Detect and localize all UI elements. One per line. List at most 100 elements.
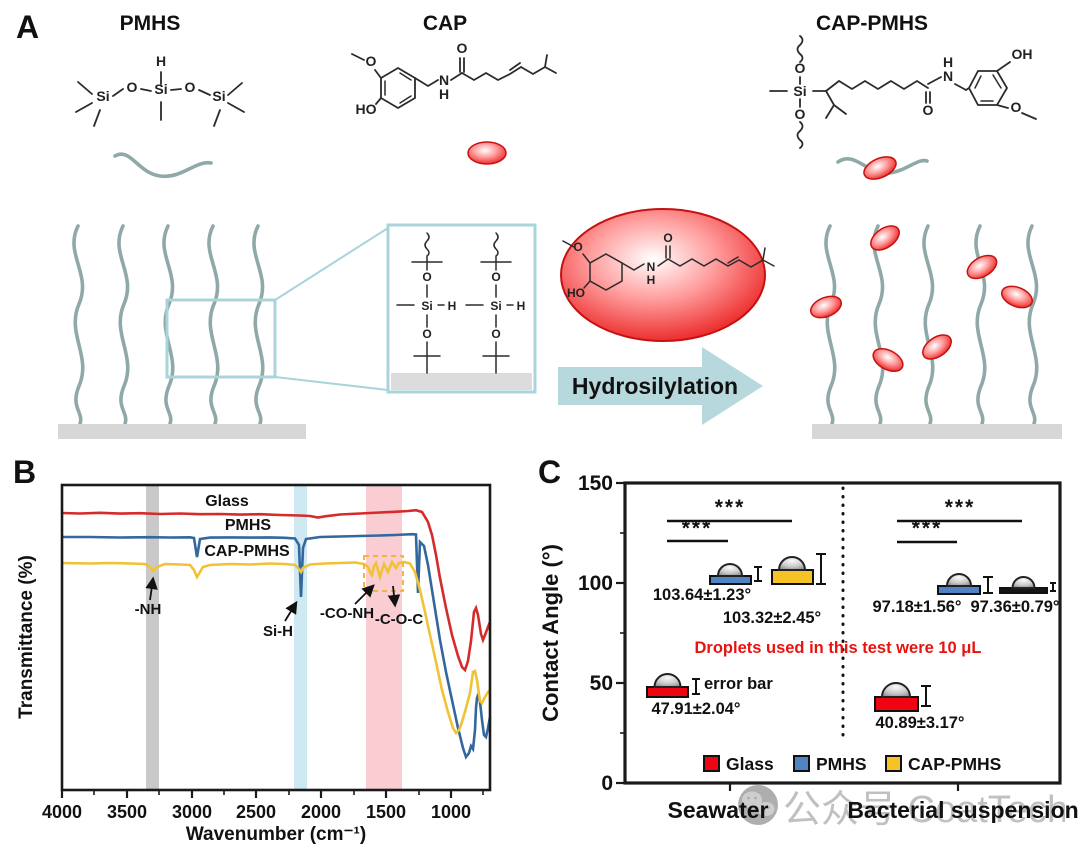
droplet-icon (777, 556, 807, 571)
curve-label-pmhs: PMHS (225, 517, 272, 534)
zoom-repeat-unit-1: O Si H O (396, 232, 457, 374)
legend-swatch-pmhs (793, 755, 810, 772)
droplet-volume-note: Droplets used in this test were 10 μL (694, 639, 981, 657)
pmhs-atom-o2: O (185, 79, 196, 95)
substrate-right (812, 424, 1062, 439)
cap-atom-o-methoxy: O (366, 53, 377, 69)
cap-pmhs-atom-o-methoxy: O (1011, 99, 1022, 115)
zoom1-atom-o-bottom: O (422, 327, 431, 341)
panel-a-label: A (16, 9, 39, 45)
curve-glass (61, 508, 492, 673)
cap-pmhs-atom-si: Si (793, 83, 806, 99)
cap-pmhs-brush-right (809, 224, 1062, 439)
mini-cap-n: N (647, 260, 656, 274)
hydrosilylation-arrow: Hydrosilylation (558, 347, 763, 425)
substrate-left (58, 424, 306, 439)
curve-pmhs (62, 532, 492, 760)
cap-atom-ho: HO (356, 101, 377, 117)
datapoint-seawater-cap-pmhs: 103.32±2.45° (723, 553, 826, 627)
significance-seawater: *** *** (667, 496, 792, 543)
svg-text:0: 0 (601, 772, 613, 795)
zoom1-atom-o-top: O (422, 270, 431, 284)
grafted-cap-ovals (809, 225, 1034, 373)
annotation-co-nh: -CO-NH (320, 584, 375, 622)
datapoint-bacterial-pmhs: 97.18±1.56° (872, 573, 993, 616)
mini-cap-o: O (573, 240, 582, 254)
group-label-bacterial: Bacterial suspension (847, 797, 1078, 823)
mini-cap-ho: HO (567, 286, 585, 300)
svg-text:2000: 2000 (301, 802, 341, 822)
datapoint-seawater-glass: 47.91±2.04° (646, 673, 741, 718)
zoom1-atom-h: H (448, 299, 457, 313)
cap-pmhs-atom-oh: OH (1012, 46, 1033, 62)
droplet-icon (880, 682, 912, 698)
cap-pmhs-atom-o-top: O (795, 60, 806, 76)
pmhs-chain-wave (113, 152, 213, 178)
x-axis-ticks-c (728, 783, 960, 791)
datapoint-bacterial-glass: 40.89±3.17° (874, 682, 965, 732)
group-label-seawater: Seawater (667, 797, 768, 823)
svg-text:4000: 4000 (42, 802, 82, 822)
watermark-text: 公众号 CoatTech (783, 789, 1065, 831)
cap-pmhs-atom-n: N (943, 68, 953, 84)
panel-c-contact-angle-plot: C 150 100 50 0 Contact Angle (°) Seawate… (538, 454, 1079, 823)
curve-cap-pmhs (61, 559, 491, 736)
droplet-icon (945, 573, 973, 587)
wechat-icon (738, 785, 778, 825)
plot-frame-b (60, 483, 492, 792)
legend-c: Glass PMHS CAP-PMHS (703, 754, 1001, 774)
cap-mini-structure: O HO N H O (562, 231, 775, 300)
cap-pmhs-title: CAP-PMHS (816, 12, 928, 35)
panel-b-ftir-plot: B Glass PMHS CAP-PMHS -NH Si-H -CO-NH -C… (13, 454, 492, 845)
band-sih (294, 486, 307, 789)
mini-cap-h: H (647, 273, 656, 287)
dashed-band-box (363, 555, 404, 592)
cap-pmhs-structure: O Si O N H O OH O (769, 35, 1037, 149)
zoom1-atom-si: Si (421, 299, 432, 313)
pmhs-brush-left (58, 224, 306, 439)
pmhs-atom-h: H (156, 53, 166, 69)
error-bar-label: error bar (704, 675, 773, 693)
datapoint-seawater-pmhs: 103.64±1.23° (653, 563, 762, 604)
cap-atom-h: H (439, 86, 449, 102)
cap-molecule-ellipse: O HO N H O (560, 208, 775, 342)
cap-pmhs-chain-wave (836, 156, 929, 180)
y-axis-label-b: Transmittance (%) (16, 555, 37, 719)
svg-text:97.36±0.79°: 97.36±0.79° (970, 598, 1059, 616)
error-bar (816, 553, 826, 585)
watermark: 公众号 CoatTech (738, 785, 1065, 831)
svg-text:3000: 3000 (172, 802, 212, 822)
zoom2-atom-o-bottom: O (491, 327, 500, 341)
svg-text:1000: 1000 (431, 802, 471, 822)
svg-text:***: *** (945, 496, 976, 519)
pmhs-title: PMHS (120, 12, 181, 35)
zoom2-atom-si: Si (490, 299, 501, 313)
zoom-repeat-unit-2: O Si H O (465, 232, 526, 374)
panel-c-label: C (538, 454, 561, 490)
annotation-sih: Si-H (263, 600, 298, 640)
cap-pmhs-atom-h: H (943, 54, 953, 70)
pmhs-atom-si3: Si (212, 88, 225, 104)
zoom2-atom-o-top: O (491, 270, 500, 284)
curve-label-cap-pmhs: CAP-PMHS (204, 543, 290, 560)
zoom2-atom-h: H (517, 299, 526, 313)
hydrosilylation-label: Hydrosilylation (572, 373, 738, 399)
cap-atom-o-carbonyl: O (457, 40, 468, 56)
error-bar (754, 566, 762, 582)
svg-text:2500: 2500 (236, 802, 276, 822)
pmhs-atom-si2: Si (154, 81, 167, 97)
pmhs-atom-o1: O (127, 79, 138, 95)
error-bar (983, 576, 993, 594)
pmhs-structure: Si O Si O Si H (75, 53, 245, 127)
legend-label-pmhs: PMHS (816, 754, 867, 774)
x-axis-tick-labels-b: 4000 3500 3000 2500 2000 1500 1000 (42, 802, 471, 822)
svg-text:100: 100 (578, 572, 613, 595)
annotation-c-o-c: -C-O-C (375, 585, 423, 628)
svg-text:103.32±2.45°: 103.32±2.45° (723, 609, 821, 627)
svg-text:-CO-NH: -CO-NH (320, 605, 374, 622)
droplet-icon (1011, 576, 1036, 589)
svg-text:-C-O-C: -C-O-C (375, 611, 423, 628)
error-bar (692, 678, 700, 695)
y-axis-label-c: Contact Angle (°) (538, 544, 563, 722)
panel-b-label: B (13, 454, 36, 490)
